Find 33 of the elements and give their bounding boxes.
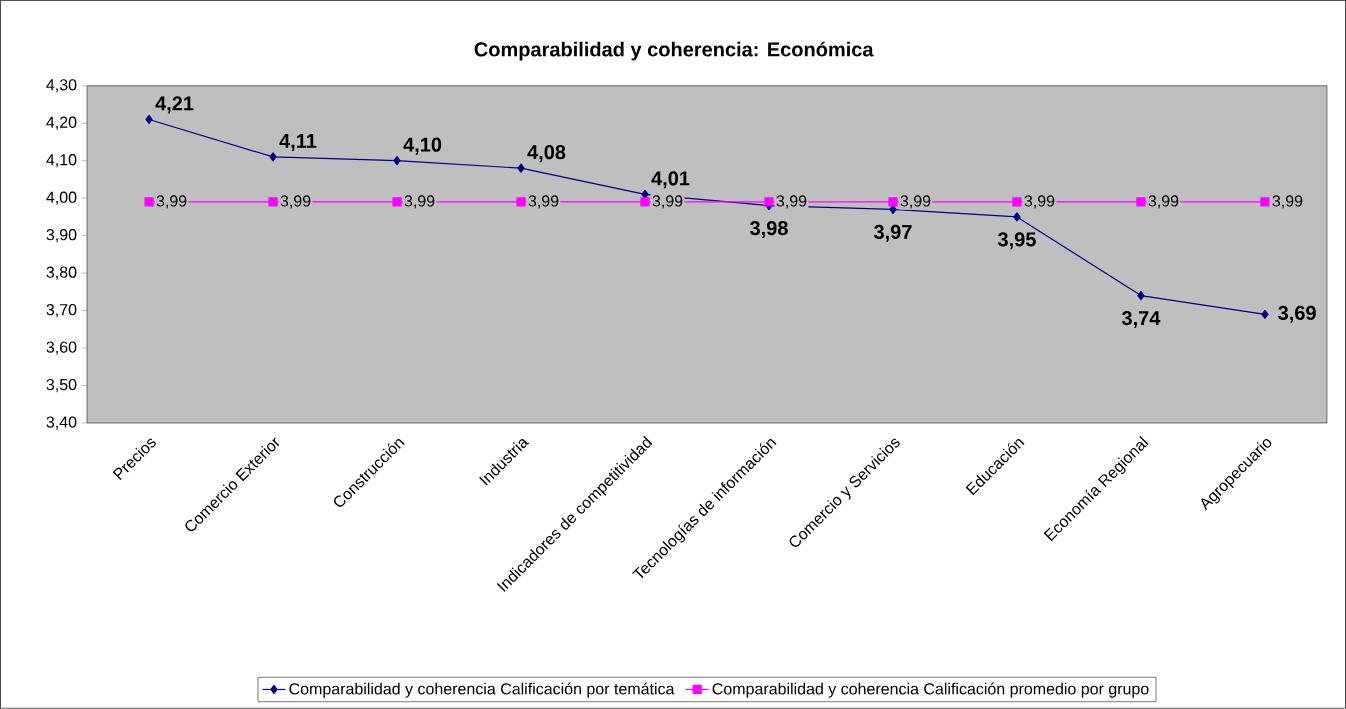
data-label: 3,74 [1121, 311, 1161, 329]
data-label: 4,01 [651, 171, 690, 189]
data-label: 3,97 [873, 224, 912, 242]
data-label: 4,21 [155, 96, 194, 114]
y-tick-label: 4,20 [46, 116, 77, 130]
data-label: 3,99 [528, 195, 559, 209]
y-tick-label: 4,00 [46, 191, 77, 205]
data-label: 3,69 [1278, 305, 1316, 323]
data-label: 3,99 [776, 195, 807, 209]
y-tick-label: 4,30 [46, 79, 77, 93]
data-label: 3,99 [1272, 195, 1303, 209]
y-tick-label: 3,90 [46, 229, 77, 243]
data-label: 3,99 [900, 195, 931, 209]
y-tick-label: 3,80 [46, 266, 77, 280]
y-tick-label: 3,60 [46, 341, 77, 355]
y-tick-label: 3,70 [46, 304, 77, 318]
y-tick-label: 3,50 [46, 379, 77, 393]
data-label: 3,99 [1148, 195, 1179, 209]
legend-label: Comparabilidad y coherencia Calificación por temática [289, 682, 675, 698]
data-label: 4,08 [527, 145, 566, 163]
data-label: 3,99 [404, 195, 435, 209]
data-label: 4,10 [403, 137, 442, 155]
data-label: 3,99 [1024, 195, 1055, 209]
data-label: 3,99 [652, 195, 683, 209]
chart-title: Comparabilidad y coherencia: Económica [474, 41, 874, 61]
data-label: 3,98 [749, 221, 788, 239]
data-label: 3,95 [997, 232, 1036, 250]
y-tick-label: 3,40 [46, 416, 77, 430]
data-label: 3,99 [156, 195, 187, 209]
data-label: 4,11 [279, 134, 317, 152]
y-tick-label: 4,10 [46, 154, 77, 168]
legend-label: Comparabilidad y coherencia Calificación promedio por grupo [712, 682, 1149, 698]
data-label: 3,99 [280, 195, 311, 209]
